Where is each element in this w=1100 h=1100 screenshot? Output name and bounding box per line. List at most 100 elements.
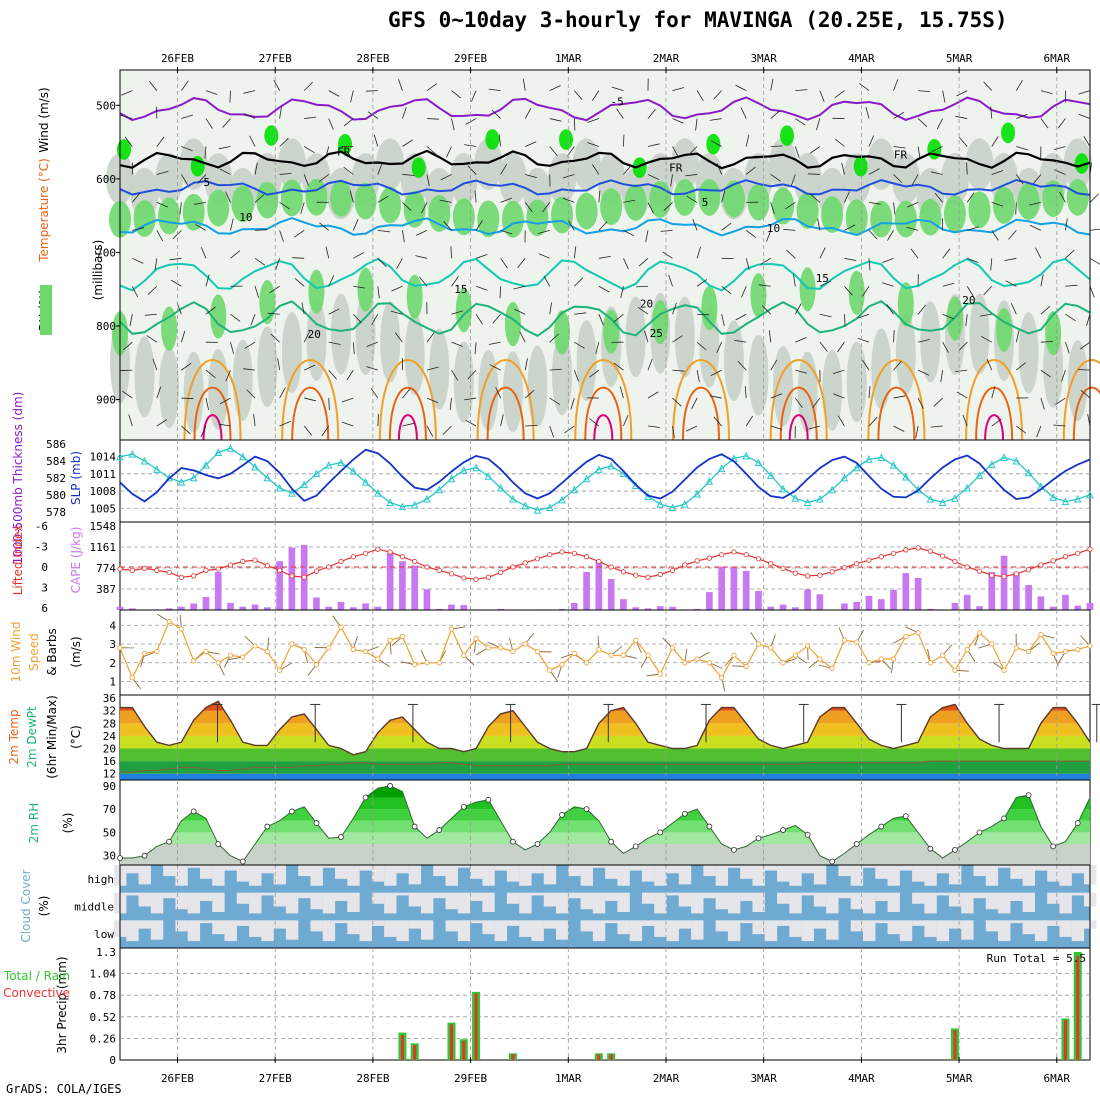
precip-conv-bar — [450, 1024, 454, 1060]
wind-barb — [300, 202, 305, 215]
precip-conv-bar — [511, 1054, 515, 1060]
isotherm-25 — [965, 359, 1024, 441]
ylabel-pressure: (millibars) — [91, 240, 105, 301]
wind-barb — [514, 308, 526, 315]
cloud-gap — [654, 892, 667, 914]
lifted-index-marker — [412, 558, 418, 565]
rh2m-tick-label: 90 — [103, 780, 116, 793]
wind-barb — [983, 285, 993, 296]
wind-barb — [205, 274, 210, 287]
wind-barb — [567, 219, 575, 231]
wind-barb — [745, 258, 750, 271]
wind-barb — [122, 390, 133, 399]
cloud-gap — [212, 865, 225, 886]
wind-barb — [230, 313, 241, 322]
date-label-bottom: 3MAR — [750, 1072, 777, 1085]
lifted-index-marker — [1087, 546, 1093, 552]
wind-barb — [292, 257, 305, 259]
wind-barb — [794, 146, 800, 158]
cloud-gap — [199, 892, 213, 901]
wind-barb — [301, 302, 305, 315]
date-label-bottom: 26FEB — [161, 1072, 194, 1085]
rh-contour-fill — [403, 190, 426, 228]
wind-barb — [1065, 218, 1068, 231]
cape-tick-label: 1161 — [90, 541, 117, 554]
rh-contour-fill — [1074, 153, 1089, 174]
wind-barb — [793, 274, 796, 287]
thickness-marker — [361, 477, 370, 486]
wind-barb — [255, 229, 268, 231]
ylabel-lifted-index: Lifted Index — [11, 525, 25, 596]
wind-barb — [156, 202, 169, 208]
wind-barb — [832, 369, 845, 374]
rh-contour-fill — [231, 185, 254, 223]
thickness-marker — [472, 463, 480, 472]
rh-contour-fill — [498, 153, 527, 205]
wind-barb — [156, 419, 168, 427]
rh-contour-fill — [1001, 122, 1016, 144]
wind10m-marker — [571, 650, 577, 656]
wind10m-marker — [375, 656, 381, 662]
rh-contour-fill — [159, 347, 180, 428]
cape-bar — [902, 573, 910, 610]
rh2m-marker — [681, 810, 688, 817]
wind-barb — [735, 313, 747, 321]
thickness-marker — [803, 498, 812, 506]
cloud-gap — [813, 892, 827, 907]
lifted-index-marker — [326, 564, 332, 570]
wind-barb — [770, 145, 783, 147]
lifted-index-marker — [436, 567, 442, 574]
cloud-gap — [740, 920, 753, 924]
wind-barb — [195, 224, 207, 231]
rh-contour-fill — [338, 134, 353, 155]
wind-barb — [549, 302, 552, 315]
wind-barb — [812, 397, 821, 408]
wind-barb — [1055, 397, 1066, 405]
lifted-index-marker — [166, 569, 172, 576]
wind-barb — [1004, 257, 1017, 261]
cloud-gap — [273, 892, 287, 907]
thickness-marker — [791, 494, 800, 502]
rh2m-marker — [657, 829, 664, 836]
lifted-index-marker — [731, 549, 737, 555]
lifted-index-marker — [141, 565, 148, 571]
cloud-gap — [826, 892, 839, 914]
wind-barb — [868, 386, 871, 399]
wind-barb — [967, 226, 979, 231]
wind-barb — [734, 339, 747, 343]
wind-barb — [966, 286, 974, 297]
rh-contour-fill — [853, 155, 868, 177]
wind-barb — [645, 230, 649, 243]
isotherm-30 — [975, 386, 1014, 441]
wind-barb — [464, 397, 477, 401]
wind-barb — [1065, 313, 1076, 322]
rh-contour-fill — [280, 179, 303, 217]
lifted-index-marker — [240, 558, 246, 565]
wind-barb — [341, 421, 354, 427]
rh-contour-fill — [799, 267, 816, 312]
wind10m-tick-label: 2 — [109, 657, 116, 670]
cape-bar — [804, 589, 811, 610]
wind-barb — [785, 202, 796, 210]
cloud-gap — [199, 920, 213, 924]
wind-barb — [500, 414, 504, 427]
wind-barb — [868, 202, 881, 205]
wind-barb — [524, 389, 535, 399]
rh2m-marker — [436, 827, 443, 833]
rh-contour-fill — [968, 191, 991, 229]
wind10m-marker — [645, 652, 651, 658]
cloud-row-label: middle — [74, 901, 114, 914]
wind-barb — [500, 258, 508, 269]
wind-barb — [538, 229, 550, 234]
rh-contour-fill — [429, 328, 450, 410]
wind10m-marker — [215, 660, 221, 666]
wind-barb — [349, 190, 354, 203]
date-label-top: 26FEB — [161, 52, 194, 65]
wind-barb — [1015, 80, 1023, 91]
ylabel-wind: Wind (m/s) — [37, 87, 51, 152]
rh-contour-fill — [796, 192, 819, 229]
wind-barb — [549, 397, 561, 405]
cloud-gap — [752, 920, 765, 935]
thickness-marker — [226, 444, 235, 452]
wind10m-marker — [841, 637, 848, 643]
